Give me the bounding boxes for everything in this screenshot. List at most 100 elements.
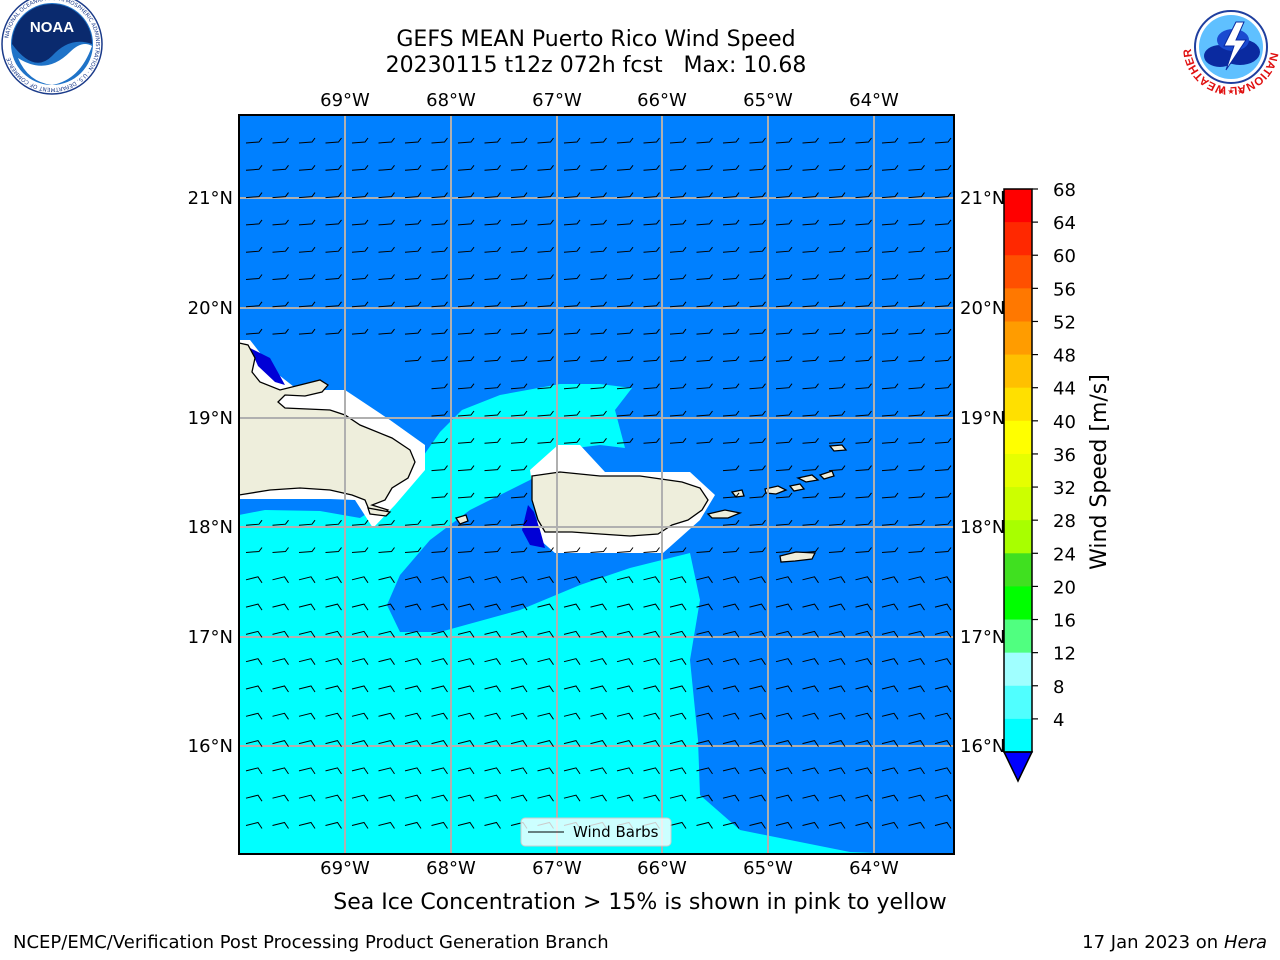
wind-barb [510, 465, 528, 472]
wind-barb [775, 492, 793, 499]
wind-barb [722, 767, 740, 775]
wind-barb [325, 547, 342, 553]
wind-barb [855, 328, 872, 335]
wind-barb [457, 547, 475, 553]
wind-barb [245, 712, 263, 720]
wind-barbs [245, 137, 952, 829]
wind-barb [881, 547, 899, 553]
wind-barb [881, 137, 899, 144]
wind-barb [696, 137, 713, 144]
wind-barb [245, 519, 263, 526]
wind-barb [934, 165, 952, 171]
wind-barb [590, 219, 607, 226]
wind-barb [696, 794, 713, 802]
lat-label-left: 21°N [188, 188, 233, 209]
wind-barb [908, 740, 925, 747]
wind-barb [749, 410, 766, 417]
wind-barb [378, 685, 395, 693]
wind-barb [272, 658, 289, 665]
wind-barb [722, 356, 740, 362]
colorbar-segment [1004, 652, 1032, 687]
wind-barb [457, 630, 475, 638]
wind-barb [908, 137, 925, 144]
wind-barb [855, 137, 872, 144]
colorbar-tick-label: 20 [1053, 577, 1076, 598]
land-tortola [796, 474, 820, 483]
footer-branch: NCEP/EMC/Verification Post Processing Pr… [13, 932, 609, 953]
wind-barb [643, 685, 660, 693]
wind-barb [749, 740, 766, 747]
wind-barb [749, 165, 766, 171]
wind-barb [643, 658, 660, 665]
wind-barb [510, 137, 528, 144]
wind-barb [908, 547, 925, 553]
wind-barb [510, 410, 528, 417]
wind-barb [881, 438, 899, 444]
wind-barb [749, 603, 766, 611]
wind-barb [590, 547, 607, 553]
wind-barb [696, 685, 713, 693]
wind-barb [590, 192, 607, 199]
wind-barb [722, 658, 740, 665]
wind-barb [616, 137, 634, 144]
wind-barb [510, 794, 528, 802]
wind-barb [298, 740, 316, 747]
wind-barb [245, 576, 263, 584]
wind-barb [749, 465, 766, 472]
wind-barb [749, 301, 766, 308]
wind-barb [881, 301, 899, 308]
wind-barb [298, 219, 316, 226]
wind-barb [484, 547, 501, 553]
wind-barb [484, 274, 501, 280]
colorbar-tick-label: 28 [1053, 511, 1076, 532]
wind-barb [855, 547, 872, 553]
wind-barb [484, 767, 501, 775]
wind-barb [722, 383, 740, 390]
wind-barb [616, 630, 634, 638]
wind-barb [431, 630, 448, 638]
wind-barb [802, 603, 819, 611]
wind-barb [696, 712, 713, 720]
wind-barb [457, 712, 475, 720]
wind-barb [616, 246, 634, 253]
wind-barb [563, 219, 581, 226]
wind-barb [245, 547, 263, 553]
wind-barb [298, 603, 316, 611]
wind-barb [457, 137, 475, 144]
wind-barb [457, 246, 475, 253]
wind-barb [431, 767, 448, 775]
wind-barb [855, 658, 872, 665]
wind-barb [245, 274, 263, 280]
wind-barb [802, 165, 819, 171]
colorbar-segment [1004, 487, 1032, 521]
wind-barb [775, 658, 793, 665]
wind-barb [934, 438, 952, 444]
wind-barb [431, 165, 448, 171]
wind-barb [298, 658, 316, 665]
wind-barb [749, 438, 766, 444]
wind-barb [510, 438, 528, 444]
wind-barb [325, 658, 342, 665]
wind-barb [669, 356, 687, 362]
wind-barb [749, 383, 766, 390]
wind-barb [537, 712, 554, 720]
wind-barb [908, 492, 925, 499]
wind-barb [881, 794, 899, 802]
wind-barb [537, 685, 554, 693]
wind-barb [934, 794, 952, 802]
wind-barb [696, 383, 713, 390]
wind-barb [590, 356, 607, 362]
wind-barb [510, 192, 528, 199]
wind-barb [643, 246, 660, 253]
wind-barb [775, 767, 793, 775]
wind-barb [431, 658, 448, 665]
wind-barb [431, 383, 448, 390]
wind-barb [484, 821, 501, 829]
nws-logo: NATIONAL WEATHER SERVICE ★ ★ ★ [1178, 0, 1280, 97]
wind-barb [802, 274, 819, 280]
wind-barb [245, 328, 263, 335]
wind-barb [378, 794, 395, 802]
colorbar-segment [1004, 619, 1032, 654]
wind-barb [643, 356, 660, 362]
wind-barb [669, 301, 687, 308]
